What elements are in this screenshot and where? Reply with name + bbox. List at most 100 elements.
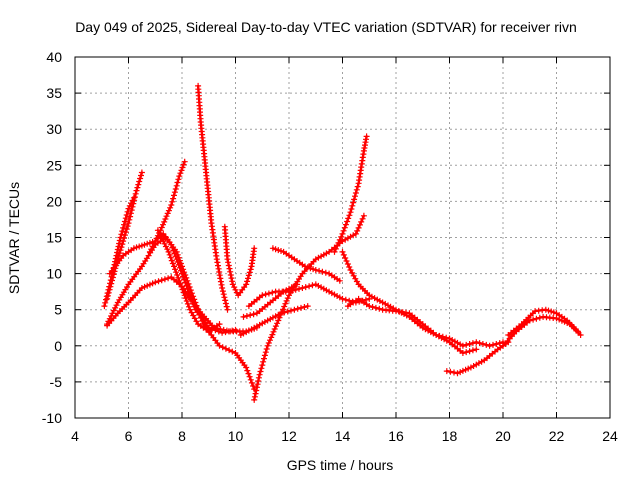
- data-point: [158, 224, 165, 231]
- data-point: [183, 274, 190, 281]
- data-point: [353, 186, 360, 193]
- series-line: [196, 84, 229, 311]
- data-point: [136, 243, 143, 250]
- data-point: [141, 241, 148, 248]
- data-point: [243, 281, 250, 288]
- data-point: [244, 278, 251, 285]
- data-point: [167, 254, 174, 261]
- data-point: [346, 212, 353, 219]
- data-point: [459, 342, 466, 349]
- data-point: [342, 255, 349, 261]
- data-point: [479, 341, 486, 347]
- data-point: [113, 302, 120, 309]
- data-point: [170, 195, 177, 202]
- data-point: [149, 243, 156, 250]
- data-point: [109, 277, 115, 284]
- data-point: [322, 269, 329, 276]
- data-point: [128, 207, 135, 214]
- data-point: [352, 190, 359, 196]
- series-arc-9: [221, 223, 258, 299]
- data-point: [231, 284, 238, 291]
- data-point: [302, 263, 308, 270]
- data-point: [366, 303, 373, 310]
- data-point: [493, 341, 500, 347]
- data-point: [247, 376, 254, 383]
- data-point: [244, 367, 251, 374]
- data-point: [526, 317, 533, 324]
- data-point: [176, 173, 183, 180]
- data-point: [271, 326, 278, 332]
- x-tick-label: 20: [495, 428, 511, 444]
- data-point: [306, 283, 313, 290]
- data-point: [129, 203, 136, 210]
- series-arc-18: [446, 335, 506, 349]
- data-point: [165, 248, 172, 255]
- data-point: [577, 332, 584, 338]
- data-point: [136, 178, 143, 185]
- data-point: [288, 307, 294, 314]
- data-point: [296, 285, 302, 292]
- data-point: [260, 358, 267, 365]
- data-point: [301, 304, 308, 310]
- data-point: [264, 342, 271, 349]
- data-point: [451, 369, 457, 376]
- data-point: [178, 283, 185, 290]
- data-point: [454, 370, 461, 377]
- data-point: [146, 239, 153, 246]
- data-point: [176, 257, 183, 264]
- data-point: [550, 309, 557, 316]
- data-point: [164, 246, 171, 253]
- data-point: [116, 250, 123, 257]
- data-point: [255, 374, 262, 381]
- data-point: [269, 245, 276, 252]
- data-point: [309, 282, 316, 289]
- data-point: [282, 300, 289, 307]
- data-point: [104, 321, 111, 328]
- data-point: [108, 313, 115, 319]
- data-point: [133, 244, 140, 251]
- data-point: [215, 328, 222, 335]
- data-point: [346, 264, 353, 270]
- data-point: [268, 334, 275, 341]
- data-point: [137, 175, 144, 182]
- data-point: [347, 209, 354, 216]
- data-point: [191, 296, 198, 303]
- data-point: [224, 306, 231, 313]
- data-point: [178, 167, 185, 174]
- data-point: [466, 348, 473, 355]
- data-point: [372, 304, 379, 311]
- y-tick-label: -5: [50, 374, 63, 390]
- data-point: [144, 282, 151, 289]
- data-point: [302, 284, 309, 291]
- data-point: [174, 272, 181, 278]
- data-point: [225, 328, 232, 335]
- data-point: [161, 240, 168, 247]
- data-point: [342, 296, 349, 303]
- data-point: [354, 183, 361, 190]
- data-point: [265, 290, 272, 297]
- y-tick-label: 0: [54, 338, 62, 354]
- data-point: [118, 244, 125, 251]
- data-point: [272, 323, 279, 330]
- data-point: [349, 202, 356, 209]
- data-point: [258, 365, 265, 372]
- data-point: [358, 218, 365, 225]
- data-point: [356, 221, 363, 228]
- data-point: [121, 235, 127, 242]
- data-point: [294, 305, 301, 312]
- y-tick-label: 30: [46, 121, 62, 137]
- data-point: [132, 190, 139, 197]
- data-point: [223, 303, 230, 310]
- data-point: [342, 221, 349, 228]
- data-point: [473, 339, 480, 346]
- data-point: [225, 262, 232, 269]
- data-point: [168, 257, 175, 264]
- data-point: [194, 305, 201, 312]
- x-tick-label: 14: [335, 428, 351, 444]
- data-point: [106, 286, 113, 293]
- data-point: [197, 311, 203, 318]
- data-point: [160, 221, 166, 228]
- data-point: [459, 367, 466, 374]
- data-point: [263, 346, 270, 352]
- data-point: [229, 348, 236, 355]
